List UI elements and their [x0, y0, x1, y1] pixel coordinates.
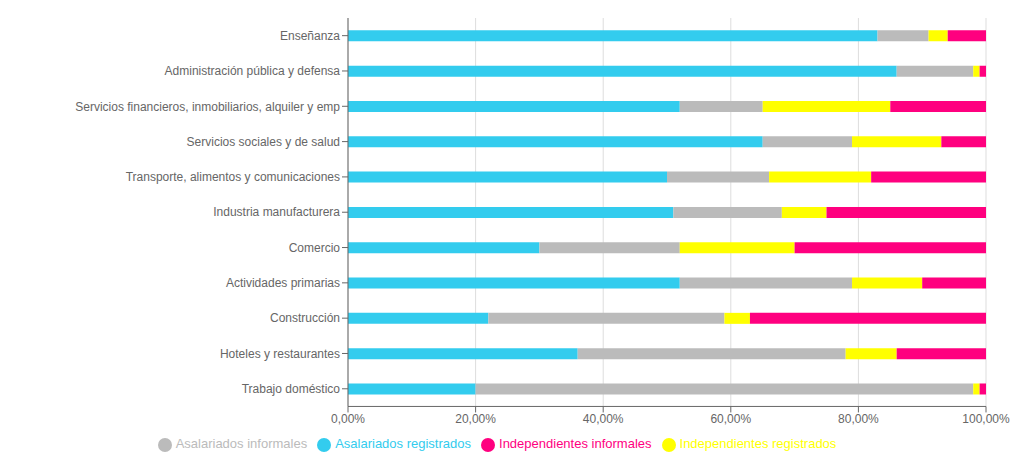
svg-text:100,00%: 100,00%	[962, 412, 1010, 426]
svg-text:Construcción: Construcción	[270, 311, 340, 325]
svg-text:Servicios sociales y de salud: Servicios sociales y de salud	[187, 135, 340, 149]
svg-text:Actividades primarias: Actividades primarias	[226, 276, 340, 290]
svg-text:0,00%: 0,00%	[331, 412, 365, 426]
svg-text:80,00%: 80,00%	[838, 412, 879, 426]
svg-text:Industria manufacturera: Industria manufacturera	[213, 205, 340, 219]
html-text:Independientes informales: Independientes informales	[499, 436, 652, 452]
svg-text:40,00%: 40,00%	[583, 412, 624, 426]
svg-text:Hoteles y restaurantes: Hoteles y restaurantes	[220, 347, 340, 361]
svg-text:Administración pública y defen: Administración pública y defensa	[165, 64, 341, 78]
svg-text:Enseñanza: Enseñanza	[280, 29, 340, 43]
html-text:Asalariados informales: Asalariados informales	[175, 436, 308, 452]
html-text:Independientes registrados: Independientes registrados	[679, 436, 837, 452]
svg-text:20,00%: 20,00%	[455, 412, 496, 426]
svg-text:Transporte, alimentos y comuni: Transporte, alimentos y comunicaciones	[126, 170, 340, 184]
svg-text:Trabajo doméstico: Trabajo doméstico	[242, 382, 341, 396]
html-text:Asalariados registrados: Asalariados registrados	[335, 436, 471, 452]
svg-text:Comercio: Comercio	[289, 241, 341, 255]
svg-text:60,00%: 60,00%	[710, 412, 751, 426]
svg-text:Servicios financieros, inmobil: Servicios financieros, inmobiliarios, al…	[75, 100, 340, 114]
